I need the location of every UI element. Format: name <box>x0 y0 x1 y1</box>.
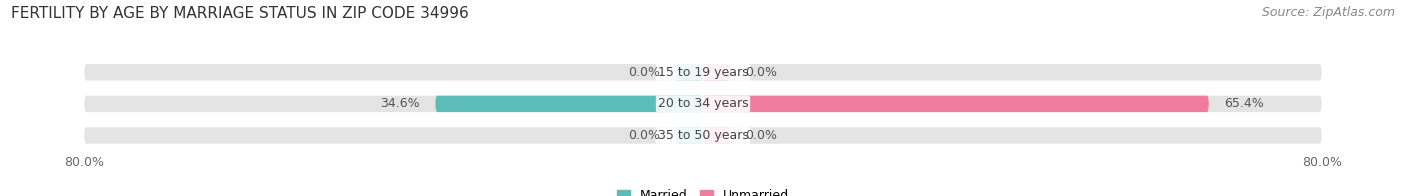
Text: 0.0%: 0.0% <box>745 129 778 142</box>
FancyBboxPatch shape <box>436 96 703 112</box>
Text: 15 to 19 years: 15 to 19 years <box>658 66 748 79</box>
Text: Source: ZipAtlas.com: Source: ZipAtlas.com <box>1261 6 1395 19</box>
Text: 35 to 50 years: 35 to 50 years <box>658 129 748 142</box>
FancyBboxPatch shape <box>703 127 730 144</box>
Text: 34.6%: 34.6% <box>381 97 420 110</box>
FancyBboxPatch shape <box>676 127 703 144</box>
Text: 65.4%: 65.4% <box>1225 97 1264 110</box>
Text: 0.0%: 0.0% <box>628 129 661 142</box>
Legend: Married, Unmarried: Married, Unmarried <box>612 184 794 196</box>
FancyBboxPatch shape <box>84 127 1322 144</box>
Text: 0.0%: 0.0% <box>628 66 661 79</box>
FancyBboxPatch shape <box>84 64 1322 81</box>
FancyBboxPatch shape <box>703 64 730 81</box>
FancyBboxPatch shape <box>676 64 703 81</box>
FancyBboxPatch shape <box>84 96 1322 112</box>
Text: 0.0%: 0.0% <box>745 66 778 79</box>
Text: FERTILITY BY AGE BY MARRIAGE STATUS IN ZIP CODE 34996: FERTILITY BY AGE BY MARRIAGE STATUS IN Z… <box>11 6 470 21</box>
Text: 20 to 34 years: 20 to 34 years <box>658 97 748 110</box>
FancyBboxPatch shape <box>703 96 1209 112</box>
